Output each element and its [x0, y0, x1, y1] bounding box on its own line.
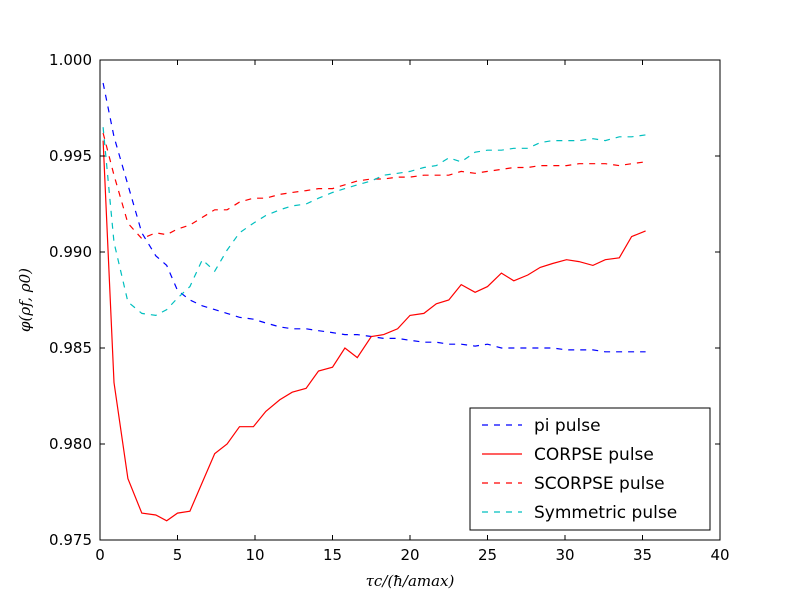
x-tick-label: 30: [555, 546, 574, 564]
y-tick-label: 0.980: [49, 435, 92, 453]
y-tick-label: 0.995: [49, 147, 92, 165]
y-tick-label: 0.985: [49, 339, 92, 357]
x-axis-label: τc/(ħ/amax): [366, 572, 455, 590]
y-tick-label: 0.975: [49, 531, 92, 549]
legend-label-scorpse-pulse: SCORPSE pulse: [534, 474, 665, 494]
y-tick-label: 0.990: [49, 243, 92, 261]
legend-box: [469, 407, 711, 531]
series-layer: [102, 82, 646, 522]
x-tick-label: 10: [245, 546, 264, 564]
legend: pi pulse CORPSE pulse SCORPSE pulse Symmetr…: [469, 407, 711, 531]
x-tick-label: 0: [95, 546, 105, 564]
y-axis-label: φ(ρf, ρ0): [16, 268, 34, 332]
x-tick-label: 40: [710, 546, 729, 564]
x-tick-label: 20: [400, 546, 419, 564]
x-tick-label: 5: [173, 546, 183, 564]
tick-layer: 0 5 10 15 20 25 30 35 40 0.975 0.980 0.985 0.990 0.99…: [49, 51, 730, 564]
series-line-symmetric-pulse: [102, 127, 646, 317]
legend-label-pi-pulse: pi pulse: [534, 416, 601, 436]
x-tick-label: 25: [478, 546, 497, 564]
x-tick-label: 35: [633, 546, 652, 564]
series-line-corpse-pulse: [102, 140, 646, 522]
y-tick-label: 1.000: [49, 51, 92, 69]
legend-label-corpse-pulse: CORPSE pulse: [534, 445, 654, 465]
legend-label-symmetric-pulse: Symmetric pulse: [534, 503, 677, 523]
x-tick-label: 15: [323, 546, 342, 564]
